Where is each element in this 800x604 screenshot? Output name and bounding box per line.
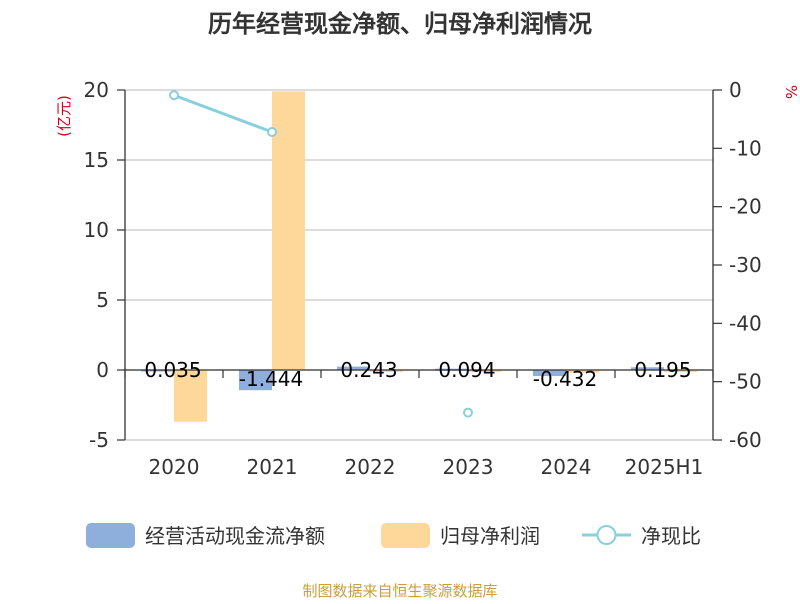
right-axis-tick-label: -10 [729,136,762,160]
right-axis-tick-label: 0 [729,78,742,102]
bar-net-profit [174,370,207,422]
bar-data-label: -1.444 [239,367,303,391]
ratio-point [169,90,179,101]
ratio-line-layer [169,90,473,418]
left-axis-tick-label: 10 [84,218,109,242]
ratio-line-segment [173,93,273,134]
category-label: 2023 [443,455,494,479]
right-axis-tick-label: -20 [729,195,762,219]
bar-net-profit [468,370,501,372]
legend: 经营活动现金流净额 归母净利润 净现比 [86,523,701,548]
ratio-point [463,407,473,418]
bar-data-label: 0.243 [340,358,397,382]
category-label: 2022 [345,455,396,479]
legend-swatch-marker [596,525,617,545]
bar-data-label: -0.432 [533,367,597,391]
ratio-point [267,127,277,137]
bar-net-profit [370,370,403,372]
bars-layer [141,91,697,422]
category-label: 2025H1 [625,455,704,479]
bar-operating-cash-flow [533,370,566,377]
chart-title: 历年经营现金净额、归母净利润情况 [208,10,592,38]
right-axis-tick-label: -50 [729,370,762,394]
category-label: 2021 [247,455,298,479]
right-axis-tick-label: -60 [729,428,762,452]
category-label: 2020 [149,455,200,479]
data-labels-layer: 0.035 -1.444 0.243 0.094 -0.432 0.195 [144,358,691,391]
legend-swatch [381,523,430,548]
bar-operating-cash-flow [337,366,370,370]
grid-lines [125,89,713,441]
legend-label: 经营活动现金流净额 [145,524,325,548]
right-axis-tick-label: -40 [729,311,762,335]
legend-item-net-profit: 归母净利润 [381,523,540,548]
left-axis-tick-label: 0 [96,358,109,382]
bar-data-label: 0.195 [634,358,691,382]
left-axis-tick-label: -5 [89,428,109,452]
legend-item-cash-ratio: 净现比 [582,524,701,548]
legend-label: 归母净利润 [440,524,540,548]
bar-net-profit [566,370,599,373]
left-axis-tick-label: 20 [84,78,109,102]
legend-item-operating-cash-flow: 经营活动现金流净额 [86,523,325,548]
legend-label: 净现比 [641,524,701,548]
legend-swatch [86,523,135,548]
bar-data-label: 0.094 [438,358,495,382]
bar-net-profit [664,370,697,372]
bar-net-profit [272,91,305,371]
right-axis-unit: % [782,85,800,99]
bar-operating-cash-flow [239,370,272,391]
bar-data-label: 0.035 [144,358,201,382]
right-axis-tick-label: -30 [729,253,762,277]
category-label: 2024 [541,455,592,479]
left-axis-tick-label: 15 [84,148,109,172]
left-axis-unit: (亿元) [55,95,73,137]
left-axis-tick-label: 5 [96,288,109,312]
source-note: 制图数据来自恒生聚源数据库 [302,582,497,600]
bar-operating-cash-flow [631,367,664,370]
